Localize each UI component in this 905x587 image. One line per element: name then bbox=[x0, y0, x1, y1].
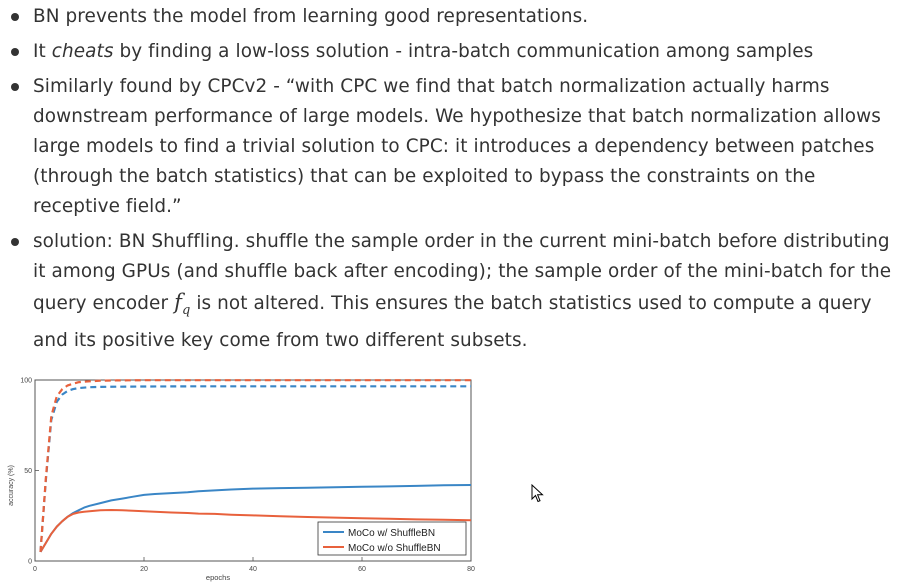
x-axis-label: epochs bbox=[206, 573, 230, 582]
x-tick-label: 60 bbox=[358, 566, 366, 573]
bullet-dot bbox=[11, 48, 19, 56]
bullet-list: BN prevents the model from learning good… bbox=[0, 2, 905, 361]
bullet-text: BN prevents the model from learning good… bbox=[33, 6, 589, 27]
bullet-item-solution: solution: BN Shuffling. shuffle the samp… bbox=[0, 227, 905, 356]
bullet-dot bbox=[11, 83, 19, 91]
bullet-dot bbox=[11, 238, 19, 246]
accuracy-chart: 0 20 40 60 80 0 50 100 epochs accuracy (%) MoCo w/… bbox=[8, 378, 475, 583]
bullet-item-cpcv2-quote: Similarly found by CPCv2 - “with CPC we … bbox=[0, 72, 905, 222]
y-tick-label: 100 bbox=[20, 378, 32, 385]
math-base: f bbox=[174, 290, 182, 314]
bullet-text-post: by finding a low-loss solution - intra-b… bbox=[113, 41, 814, 62]
bullet-item-cheats: It cheats by finding a low-loss solution… bbox=[0, 37, 905, 67]
y-axis-label: accuracy (%) bbox=[8, 465, 15, 506]
legend-label: MoCo w/ ShuffleBN bbox=[348, 528, 435, 539]
mouse-pointer-icon bbox=[531, 484, 544, 503]
x-tick-label: 20 bbox=[140, 566, 148, 573]
bullet-text-post: is not altered. This ensures the batch s… bbox=[33, 293, 872, 352]
bullet-text-pre: solution: BN Shuffling. shuffle the samp… bbox=[33, 231, 892, 314]
series-line-dashed bbox=[39, 379, 471, 552]
math-subscript: q bbox=[181, 303, 191, 319]
bullet-dot bbox=[11, 13, 19, 21]
math-f-q: fq bbox=[174, 290, 190, 318]
legend-box bbox=[317, 521, 467, 556]
y-tick-label: 0 bbox=[28, 559, 32, 566]
series-line-dashed bbox=[39, 385, 471, 552]
series-line bbox=[39, 509, 472, 553]
bullet-text: Similarly found by CPCv2 - “with CPC we … bbox=[33, 76, 881, 217]
emphasized-word: cheats bbox=[51, 41, 114, 62]
bullet-item-bn-prevents: BN prevents the model from learning good… bbox=[0, 2, 905, 32]
legend-label: MoCo w/o ShuffleBN bbox=[348, 543, 441, 554]
x-tick-label: 80 bbox=[467, 566, 475, 573]
bullet-text-pre: It bbox=[33, 41, 52, 62]
y-tick-label: 50 bbox=[24, 468, 32, 475]
x-tick-label: 40 bbox=[249, 566, 257, 573]
x-tick-label: 0 bbox=[33, 566, 37, 573]
